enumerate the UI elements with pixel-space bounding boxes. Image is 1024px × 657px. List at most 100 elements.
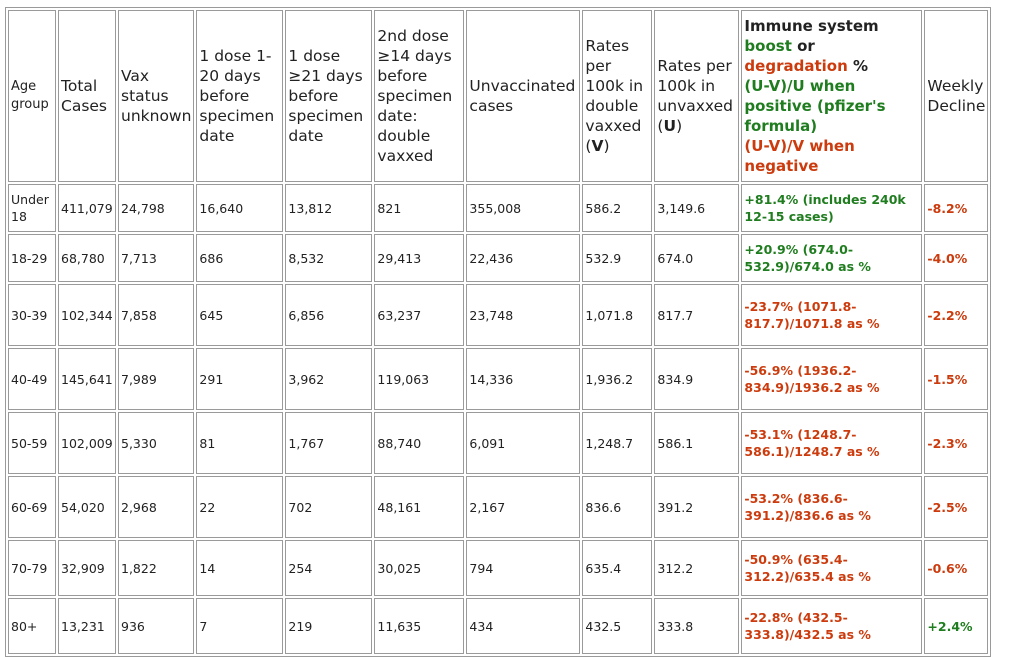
vax-unknown-cell: 24,798 [118,184,195,232]
dose1-late-cell: 6,856 [285,284,373,346]
vax-unknown-cell: 1,822 [118,540,195,596]
table-row: 50-59 102,009 5,330 81 1,767 88,740 6,091 1,248… [8,412,989,474]
header-rate-vaxxed: Rates per 100k in double vaxxed (V) [582,10,653,182]
header-unvaccinated: Unvaccinated cases [466,10,581,182]
header-rate-unvaxxed: Rates per 100k in unvaxxed (U) [654,10,740,182]
table-row: 80+ 13,231 936 7 219 11,635 434 432.5 333.8 -22.8… [8,598,989,654]
immune-cell: -23.7% (1071.8-817.7)/1071.8 as % [741,284,923,346]
unvaccinated-cell: 14,336 [466,348,581,410]
rate-unvaxxed-cell: 674.0 [654,234,740,282]
rate-unvaxxed-cell: 817.7 [654,284,740,346]
header-dose2: 2nd dose ≥14 days before specimen date: … [374,10,465,182]
unvaccinated-cell: 434 [466,598,581,654]
total-cases-cell: 411,079 [58,184,116,232]
dose2-cell: 48,161 [374,476,465,538]
rate-vaxxed-cell: 836.6 [582,476,653,538]
age-cell: 60-69 [8,476,56,538]
rate-unvaxxed-cell: 3,149.6 [654,184,740,232]
table-row: 60-69 54,020 2,968 22 702 48,161 2,167 836.6 391… [8,476,989,538]
dose2-cell: 88,740 [374,412,465,474]
rate-vaxxed-cell: 1,936.2 [582,348,653,410]
age-cell: 30-39 [8,284,56,346]
total-cases-cell: 145,641 [58,348,116,410]
age-cell: 50-59 [8,412,56,474]
rate-unvaxxed-cell: 391.2 [654,476,740,538]
header-row: Age group Total Cases Vax status unknown… [8,10,989,182]
header-dose1-late: 1 dose ≥21 days before specimen date [285,10,373,182]
dose1-early-cell: 645 [196,284,284,346]
immune-cell: -53.2% (836.6-391.2)/836.6 as % [741,476,923,538]
age-cell: 70-79 [8,540,56,596]
table-row: 70-79 32,909 1,822 14 254 30,025 794 635.4 312.2… [8,540,989,596]
dose1-early-cell: 14 [196,540,284,596]
decline-cell: -0.6% [924,540,989,596]
total-cases-cell: 54,020 [58,476,116,538]
decline-cell: -2.5% [924,476,989,538]
total-cases-cell: 32,909 [58,540,116,596]
rate-vaxxed-cell: 532.9 [582,234,653,282]
header-dose1-early: 1 dose 1-20 days before specimen date [196,10,284,182]
rate-vaxxed-cell: 635.4 [582,540,653,596]
table-row: 30-39 102,344 7,858 645 6,856 63,237 23,748 1,0… [8,284,989,346]
total-cases-cell: 102,344 [58,284,116,346]
dose2-cell: 11,635 [374,598,465,654]
immune-cell: +20.9% (674.0-532.9)/674.0 as % [741,234,923,282]
total-cases-cell: 13,231 [58,598,116,654]
unvaccinated-cell: 2,167 [466,476,581,538]
total-cases-cell: 102,009 [58,412,116,474]
unvaccinated-cell: 23,748 [466,284,581,346]
immune-cell: +81.4% (includes 240k 12-15 cases) [741,184,923,232]
unvaccinated-cell: 355,008 [466,184,581,232]
dose1-late-cell: 8,532 [285,234,373,282]
total-cases-cell: 68,780 [58,234,116,282]
dose1-early-cell: 7 [196,598,284,654]
dose2-cell: 63,237 [374,284,465,346]
dose1-early-cell: 16,640 [196,184,284,232]
rate-unvaxxed-cell: 586.1 [654,412,740,474]
dose1-late-cell: 13,812 [285,184,373,232]
dose1-late-cell: 254 [285,540,373,596]
header-age-group: Age group [8,10,56,182]
dose1-late-cell: 219 [285,598,373,654]
immune-cell: -56.9% (1936.2-834.9)/1936.2 as % [741,348,923,410]
immune-cell: -53.1% (1248.7-586.1)/1248.7 as % [741,412,923,474]
decline-cell: +2.4% [924,598,989,654]
dose2-cell: 821 [374,184,465,232]
vaccination-cases-table: Age group Total Cases Vax status unknown… [5,7,992,657]
dose1-late-cell: 1,767 [285,412,373,474]
dose1-early-cell: 22 [196,476,284,538]
vax-unknown-cell: 5,330 [118,412,195,474]
table-row: Under 18 411,079 24,798 16,640 13,812 821 355,… [8,184,989,232]
unvaccinated-cell: 794 [466,540,581,596]
table-row: 18-29 68,780 7,713 686 8,532 29,413 22,436 532.… [8,234,989,282]
unvaccinated-cell: 22,436 [466,234,581,282]
vax-unknown-cell: 936 [118,598,195,654]
age-cell: 40-49 [8,348,56,410]
rate-unvaxxed-cell: 834.9 [654,348,740,410]
header-total-cases: Total Cases [58,10,116,182]
dose1-early-cell: 686 [196,234,284,282]
rate-vaxxed-cell: 1,248.7 [582,412,653,474]
dose1-late-cell: 702 [285,476,373,538]
age-cell: Under 18 [8,184,56,232]
header-vax-unknown: Vax status unknown [118,10,195,182]
rate-unvaxxed-cell: 333.8 [654,598,740,654]
decline-cell: -8.2% [924,184,989,232]
dose1-late-cell: 3,962 [285,348,373,410]
unvaccinated-cell: 6,091 [466,412,581,474]
table-body: Under 18 411,079 24,798 16,640 13,812 821 355,… [8,184,989,654]
vax-unknown-cell: 7,713 [118,234,195,282]
rate-unvaxxed-cell: 312.2 [654,540,740,596]
dose2-cell: 29,413 [374,234,465,282]
table-row: 40-49 145,641 7,989 291 3,962 119,063 14,336 1,… [8,348,989,410]
dose2-cell: 30,025 [374,540,465,596]
rate-vaxxed-cell: 1,071.8 [582,284,653,346]
vax-unknown-cell: 2,968 [118,476,195,538]
immune-cell: -22.8% (432.5-333.8)/432.5 as % [741,598,923,654]
header-immune-system: Immune system boost or degradation % (U-V)/… [741,10,923,182]
dose2-cell: 119,063 [374,348,465,410]
immune-cell: -50.9% (635.4-312.2)/635.4 as % [741,540,923,596]
vax-unknown-cell: 7,858 [118,284,195,346]
vax-unknown-cell: 7,989 [118,348,195,410]
decline-cell: -1.5% [924,348,989,410]
